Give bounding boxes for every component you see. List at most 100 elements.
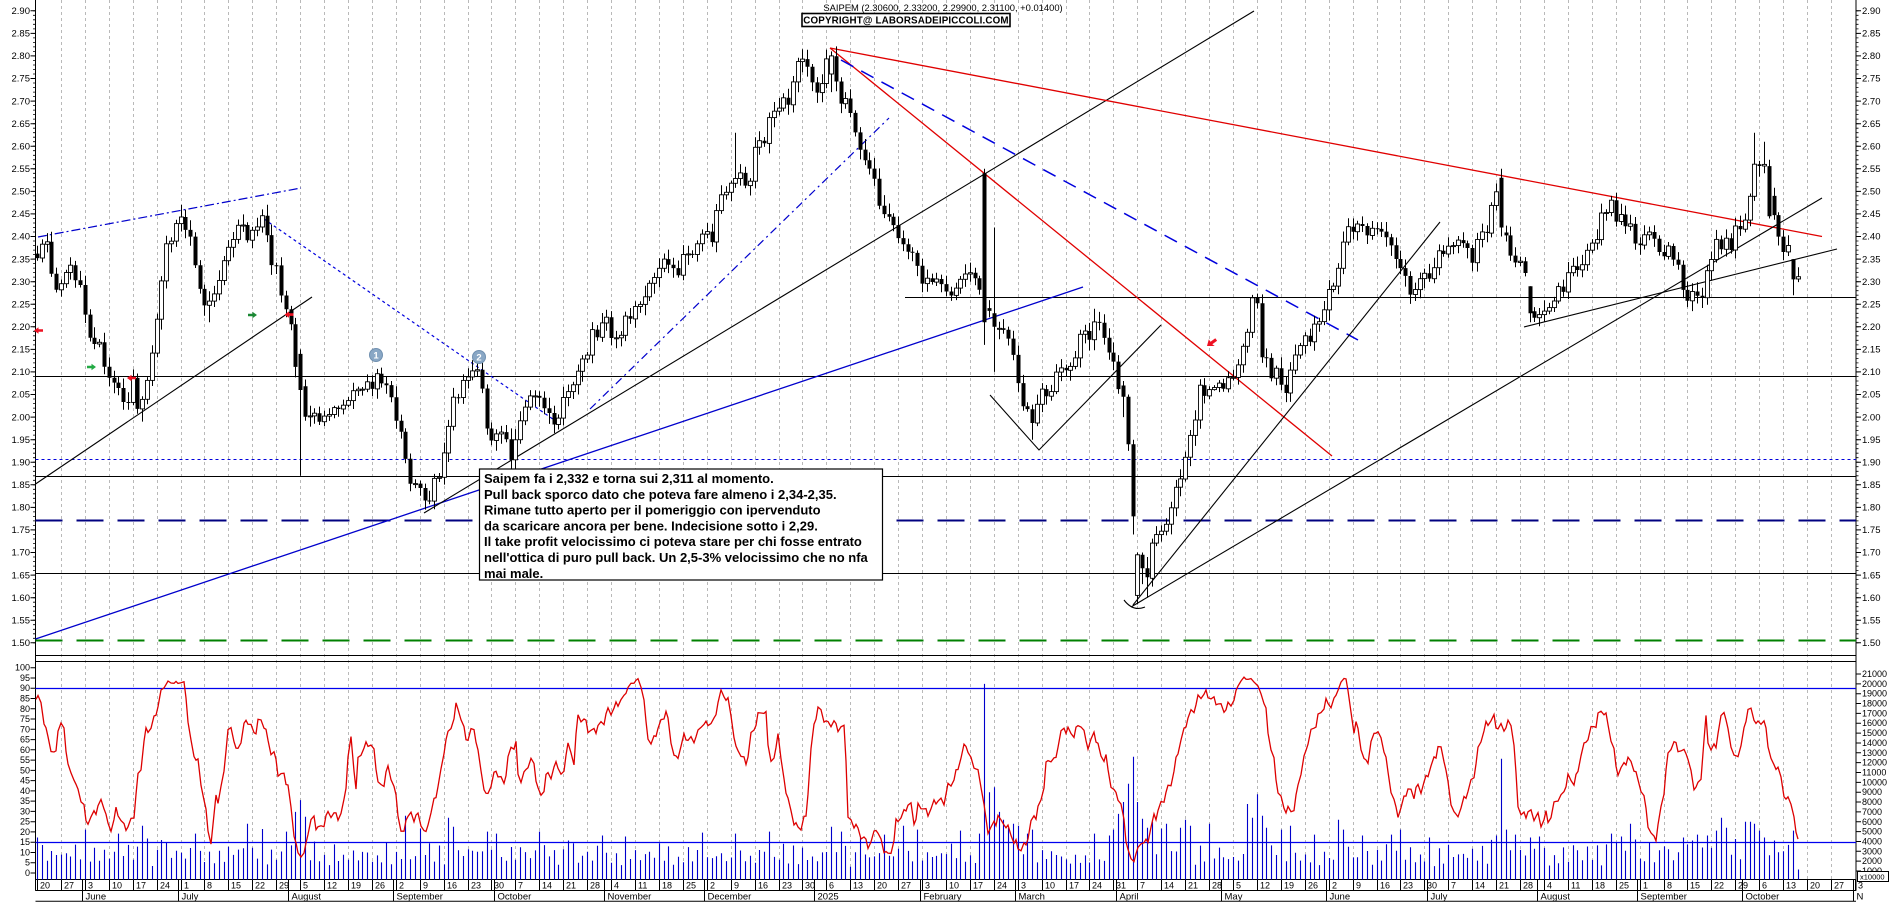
svg-text:70: 70 — [20, 724, 30, 734]
svg-text:2: 2 — [476, 353, 481, 364]
svg-text:SAIPEM (2.30600, 2.33200, 2.29: SAIPEM (2.30600, 2.33200, 2.29900, 2.311… — [823, 2, 1062, 13]
svg-text:7: 7 — [518, 880, 523, 890]
svg-text:9: 9 — [423, 880, 428, 890]
svg-text:19000: 19000 — [1862, 689, 1887, 699]
svg-text:13: 13 — [853, 880, 863, 890]
svg-text:23: 23 — [782, 880, 792, 890]
svg-text:9000: 9000 — [1862, 787, 1882, 797]
svg-text:13: 13 — [1786, 880, 1796, 890]
svg-text:19: 19 — [1284, 880, 1294, 890]
svg-text:17: 17 — [1069, 880, 1079, 890]
svg-text:90: 90 — [20, 683, 30, 693]
svg-text:September: September — [397, 891, 443, 902]
svg-text:30: 30 — [20, 806, 30, 816]
svg-text:10000: 10000 — [1862, 777, 1887, 787]
svg-text:22: 22 — [255, 880, 265, 890]
svg-text:25: 25 — [1619, 880, 1629, 890]
svg-text:2.25: 2.25 — [1862, 299, 1881, 310]
svg-text:60: 60 — [20, 745, 30, 755]
svg-text:2.45: 2.45 — [12, 209, 31, 220]
svg-text:9: 9 — [1356, 880, 1361, 890]
svg-text:1.60: 1.60 — [12, 593, 31, 604]
svg-text:8: 8 — [1667, 880, 1672, 890]
svg-text:July: July — [1431, 891, 1448, 902]
svg-text:2.15: 2.15 — [12, 345, 31, 356]
svg-text:45: 45 — [20, 776, 30, 786]
svg-text:1: 1 — [184, 880, 189, 890]
svg-text:2.15: 2.15 — [1862, 345, 1881, 356]
svg-text:1.90: 1.90 — [12, 457, 31, 468]
svg-text:95: 95 — [20, 673, 30, 683]
svg-text:13000: 13000 — [1862, 748, 1887, 758]
svg-text:2.55: 2.55 — [12, 164, 31, 175]
svg-text:20: 20 — [877, 880, 887, 890]
svg-text:2.05: 2.05 — [1862, 390, 1881, 401]
svg-text:100: 100 — [15, 663, 30, 673]
svg-text:1.60: 1.60 — [1862, 593, 1881, 604]
svg-text:24: 24 — [1092, 880, 1102, 890]
svg-text:3: 3 — [1858, 880, 1863, 890]
svg-text:15: 15 — [231, 880, 241, 890]
svg-text:August: August — [1541, 891, 1571, 902]
svg-text:28: 28 — [590, 880, 600, 890]
svg-text:24: 24 — [160, 880, 170, 890]
svg-text:35: 35 — [20, 796, 30, 806]
svg-text:40: 40 — [20, 786, 30, 796]
svg-text:2000: 2000 — [1862, 856, 1882, 866]
svg-text:COPYRIGHT@ LABORSADEIPICCOLI.C: COPYRIGHT@ LABORSADEIPICCOLI.COM — [803, 16, 1008, 27]
svg-text:4: 4 — [1547, 880, 1552, 890]
svg-text:December: December — [708, 891, 752, 902]
svg-text:12: 12 — [327, 880, 337, 890]
svg-text:8: 8 — [207, 880, 212, 890]
svg-text:October: October — [498, 891, 532, 902]
svg-text:2: 2 — [710, 880, 715, 890]
svg-text:2.80: 2.80 — [12, 51, 31, 62]
svg-text:1.70: 1.70 — [1862, 548, 1881, 559]
svg-text:20: 20 — [1810, 880, 1820, 890]
svg-text:5: 5 — [1236, 880, 1241, 890]
svg-text:1.55: 1.55 — [1862, 615, 1881, 626]
svg-text:28: 28 — [1523, 880, 1533, 890]
svg-text:2.40: 2.40 — [1862, 232, 1881, 243]
svg-text:1.50: 1.50 — [1862, 638, 1881, 649]
svg-text:1.80: 1.80 — [12, 503, 31, 514]
svg-text:55: 55 — [20, 755, 30, 765]
svg-text:1.85: 1.85 — [12, 480, 31, 491]
svg-text:9: 9 — [734, 880, 739, 890]
svg-text:6: 6 — [829, 880, 834, 890]
svg-text:2.85: 2.85 — [1862, 29, 1881, 40]
svg-text:25: 25 — [20, 817, 30, 827]
svg-text:2.65: 2.65 — [12, 119, 31, 130]
svg-text:5: 5 — [25, 858, 30, 868]
svg-text:27: 27 — [64, 880, 74, 890]
svg-text:31: 31 — [1116, 880, 1126, 890]
svg-text:30: 30 — [805, 880, 815, 890]
svg-text:10: 10 — [949, 880, 959, 890]
svg-text:2.20: 2.20 — [12, 322, 31, 333]
svg-text:2.50: 2.50 — [1862, 187, 1881, 198]
svg-text:November: November — [608, 891, 652, 902]
svg-text:2.00: 2.00 — [1862, 412, 1881, 423]
svg-text:October: October — [1746, 891, 1780, 902]
svg-text:29: 29 — [1738, 880, 1748, 890]
svg-text:26: 26 — [375, 880, 385, 890]
svg-text:50: 50 — [20, 765, 30, 775]
svg-text:20: 20 — [40, 880, 50, 890]
svg-text:75: 75 — [20, 714, 30, 724]
svg-text:18: 18 — [662, 880, 672, 890]
svg-text:30: 30 — [1427, 880, 1437, 890]
svg-text:1.80: 1.80 — [1862, 503, 1881, 514]
svg-text:1: 1 — [1643, 880, 1648, 890]
svg-text:2.00: 2.00 — [12, 412, 31, 423]
svg-text:22: 22 — [1714, 880, 1724, 890]
svg-text:3000: 3000 — [1862, 846, 1882, 856]
svg-text:18: 18 — [1595, 880, 1605, 890]
svg-text:14: 14 — [1475, 880, 1485, 890]
svg-text:2.90: 2.90 — [1862, 6, 1881, 17]
svg-text:12000: 12000 — [1862, 758, 1887, 768]
svg-text:1.65: 1.65 — [12, 570, 31, 581]
svg-text:February: February — [924, 891, 962, 902]
svg-text:25: 25 — [686, 880, 696, 890]
svg-text:September: September — [1641, 891, 1687, 902]
svg-text:2.85: 2.85 — [12, 29, 31, 40]
